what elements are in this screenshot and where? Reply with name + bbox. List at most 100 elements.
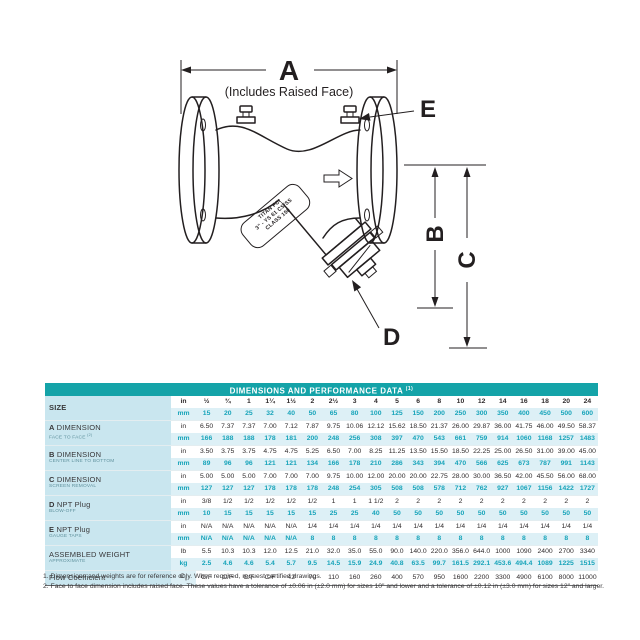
value-cell: N/A bbox=[259, 520, 281, 533]
value-cell: 25 bbox=[344, 508, 366, 521]
value-cell: 7.00 bbox=[259, 470, 281, 483]
value-cell: 914 bbox=[492, 433, 514, 446]
value-cell: 36.50 bbox=[492, 470, 514, 483]
value-cell: 10 bbox=[449, 396, 472, 408]
value-cell: 1225 bbox=[555, 558, 577, 571]
value-cell: 28.00 bbox=[449, 470, 472, 483]
footnote-1: 1. Dimensions and weights are for refere… bbox=[43, 573, 322, 580]
value-cell: 8 bbox=[555, 533, 577, 546]
value-cell: 250 bbox=[449, 408, 472, 421]
value-cell: 8 bbox=[576, 533, 598, 546]
value-cell: 21.0 bbox=[301, 545, 323, 558]
value-cell: 200 bbox=[428, 408, 450, 421]
dim-e-label: E bbox=[420, 96, 436, 123]
value-cell: 1¼ bbox=[259, 396, 281, 408]
value-cell: 1483 bbox=[576, 433, 598, 446]
value-cell: 50 bbox=[492, 508, 514, 521]
value-cell: 188 bbox=[217, 433, 239, 446]
value-cell: 578 bbox=[428, 483, 450, 496]
value-cell: 36.00 bbox=[492, 420, 514, 433]
value-cell: 1257 bbox=[555, 433, 577, 446]
value-cell: 1060 bbox=[513, 433, 535, 446]
value-cell: 40 bbox=[365, 508, 387, 521]
value-cell: 2700 bbox=[555, 545, 577, 558]
value-cell: 50 bbox=[534, 508, 556, 521]
value-cell: 256 bbox=[344, 433, 366, 446]
value-cell: 166 bbox=[196, 433, 218, 446]
value-cell: 178 bbox=[259, 433, 281, 446]
value-cell: 5.00 bbox=[238, 470, 260, 483]
value-cell: 39.00 bbox=[555, 445, 577, 458]
value-cell: 1/4 bbox=[428, 520, 450, 533]
value-cell: 8 bbox=[471, 533, 493, 546]
value-cell: 3/8 bbox=[196, 495, 218, 508]
value-cell: 350 bbox=[492, 408, 514, 421]
unit-cell: mm bbox=[171, 433, 196, 446]
value-cell: 7.00 bbox=[344, 445, 366, 458]
value-cell: 178 bbox=[344, 458, 366, 471]
value-cell: 1143 bbox=[576, 458, 598, 471]
value-cell: 9.75 bbox=[322, 470, 345, 483]
value-cell: 160 bbox=[344, 569, 366, 586]
value-cell: 8 bbox=[428, 533, 450, 546]
value-cell: ½ bbox=[196, 396, 218, 408]
value-cell: 248 bbox=[322, 483, 345, 496]
value-cell: 1 bbox=[238, 396, 260, 408]
value-cell: 9.5 bbox=[301, 558, 323, 571]
value-cell: 8000 bbox=[555, 569, 577, 586]
value-cell: 178 bbox=[301, 483, 323, 496]
value-cell: 68.00 bbox=[576, 470, 598, 483]
value-cell: 25 bbox=[322, 508, 345, 521]
value-cell: 29.87 bbox=[471, 420, 493, 433]
unit-cell: in bbox=[171, 470, 196, 483]
arrowhead bbox=[431, 297, 439, 307]
value-cell: 2400 bbox=[534, 545, 556, 558]
value-cell: C/F bbox=[196, 569, 218, 586]
unit-cell: mm bbox=[171, 458, 196, 471]
value-cell: 15.9 bbox=[344, 558, 366, 571]
value-cell: 3.75 bbox=[217, 445, 239, 458]
value-cell: 15 bbox=[217, 508, 239, 521]
value-cell: 8 bbox=[301, 533, 323, 546]
value-cell: 150 bbox=[407, 408, 429, 421]
arrowhead bbox=[181, 66, 191, 74]
value-cell: 1/4 bbox=[301, 520, 323, 533]
unit-cell: in bbox=[171, 495, 196, 508]
arrowhead bbox=[387, 66, 397, 74]
value-cell: 1/4 bbox=[492, 520, 514, 533]
value-cell: 712 bbox=[449, 483, 472, 496]
value-cell: 494.4 bbox=[513, 558, 535, 571]
table-title: DIMENSIONS AND PERFORMANCE DATA bbox=[229, 386, 403, 396]
value-cell: 96 bbox=[238, 458, 260, 471]
value-cell: 1/2 bbox=[238, 495, 260, 508]
value-cell: 50 bbox=[471, 508, 493, 521]
value-cell: 400 bbox=[386, 569, 408, 586]
value-cell: 300 bbox=[471, 408, 493, 421]
value-cell: 500 bbox=[555, 408, 577, 421]
value-cell: 89 bbox=[196, 458, 218, 471]
row-label: E NPT Plug GAUGE TAPS bbox=[45, 520, 171, 546]
body-top-edge bbox=[215, 125, 361, 152]
dim-a-label: A bbox=[279, 55, 299, 86]
value-cell: 140.0 bbox=[407, 545, 429, 558]
value-cell: 4.75 bbox=[280, 445, 302, 458]
value-cell: 2 bbox=[386, 495, 408, 508]
unit-cell: in bbox=[171, 420, 196, 433]
value-cell: 31.00 bbox=[534, 445, 556, 458]
value-cell: 8 bbox=[365, 533, 387, 546]
y-strainer-drawing: TITAN FCI 3" - YS 61 CS/SS CLASS 150 A (… bbox=[178, 55, 487, 351]
arrowhead bbox=[352, 280, 362, 292]
value-cell: 5.5 bbox=[196, 545, 218, 558]
value-cell: ¾ bbox=[217, 396, 239, 408]
value-cell: 121 bbox=[259, 458, 281, 471]
value-cell: 70 bbox=[301, 569, 323, 586]
arrowhead bbox=[463, 167, 471, 177]
unit-cell: mm bbox=[171, 483, 196, 496]
value-cell: 1090 bbox=[513, 545, 535, 558]
value-cell: 8.25 bbox=[365, 445, 387, 458]
value-cell: 49.50 bbox=[555, 420, 577, 433]
value-cell: 600 bbox=[576, 408, 598, 421]
value-cell: 6.50 bbox=[196, 420, 218, 433]
value-cell: 1/4 bbox=[386, 520, 408, 533]
value-cell: 58.37 bbox=[576, 420, 598, 433]
